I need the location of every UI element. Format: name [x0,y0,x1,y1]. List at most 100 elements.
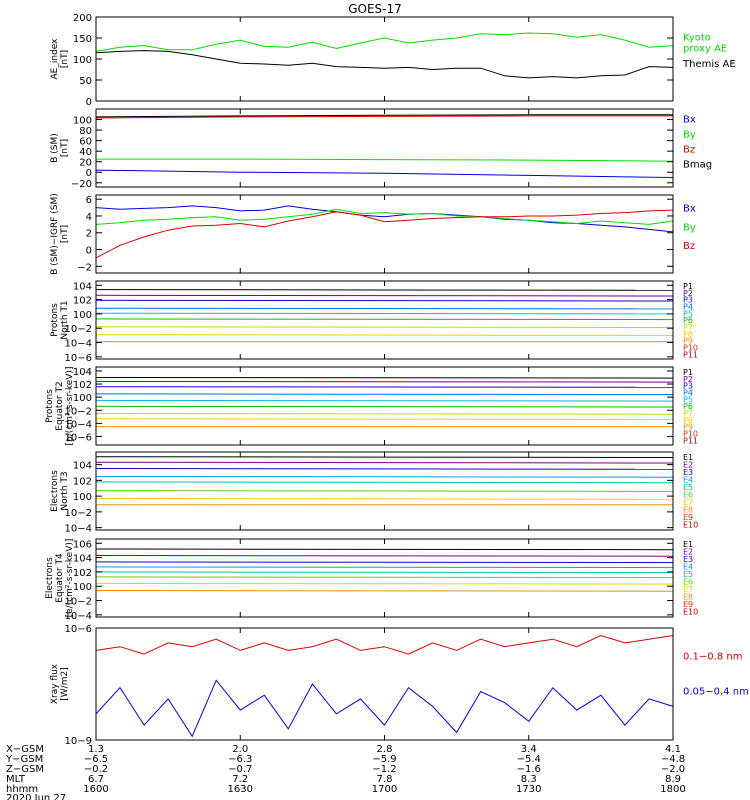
panel-pn: 10−6 10−4 10−2 100 102 104 Protons North T1 P1P2… [50,280,698,364]
ytick-label-ee-5: 106 [73,539,92,550]
legend-label-en-5: E6 [683,491,693,500]
ytick-label-ae-3: 150 [73,34,92,45]
ytick-label-xray-1: 10−6 [65,624,92,635]
ytick-label-en-4: 104 [73,461,92,472]
ytick-label-xray-0: 10−9 [65,736,92,747]
series-line-bsm-1 [96,158,674,162]
xaxis-value-4-2: −2.0 [661,764,685,775]
legend-label-en-4: E5 [683,483,693,492]
date-label: 2020 Jun 27 [6,793,66,800]
ytick-label-pn-3: 100 [73,310,92,321]
ytick-label-bdiff-2: 2 [86,229,92,240]
legend-label-en-0: E1 [683,453,693,462]
ytick-label-ee-4: 104 [73,554,92,565]
legend-label-pn-10: P11 [683,350,698,359]
legend-label-bsm-2: Bz [683,145,695,156]
legend-label-pn-7: P8 [683,330,693,339]
series-line-pe-6 [95,413,674,415]
series-line-pn-4 [95,312,674,315]
ytick-label-bdiff-1: 0 [86,246,92,257]
xaxis-value-3-0: 3.4 [521,744,537,755]
xaxis-value-1-1: −6.3 [228,754,252,765]
ylabel-bdiff-1: [nT] [60,225,70,243]
ylabel-bsm-1: [nT] [60,139,70,157]
legend-label-en-9: E10 [683,521,698,530]
ytick-label-pe-1: 10−4 [65,419,92,430]
series-line-bsm-0 [95,169,674,178]
legend-label-bsm-0: Bx [683,115,696,126]
ytick-label-pe-0: 10−6 [65,432,92,443]
ylabel-ee-0: Electrons [45,557,55,599]
ylabel-pn-0: Protons [50,303,60,337]
ytick-label-bsm-5: 80 [79,126,92,137]
xaxis-value-0-1: −6.5 [84,754,108,765]
legend-label-en-2: E3 [683,468,693,477]
series-line-pn-5 [95,318,674,321]
ytick-label-pe-3: 100 [73,393,92,404]
legend-label-pn-0: P1 [683,282,693,291]
series-line-ee-1 [95,555,674,557]
ylabel-ae-1: [nT] [60,50,70,68]
xaxis-value-3-4: 1730 [516,784,541,795]
ytick-label-ae-2: 100 [73,55,92,66]
legend-label-ee-5: E6 [683,578,693,587]
series-line-pe-3 [95,393,674,395]
xaxis-row-label-3: MLT [6,774,26,785]
legend-label-pe-8: P9 [683,423,693,432]
panel-bdiff: −2 0 2 4 6 B (SM)−IGRF (SM) [nT] Bx By Bz [50,193,696,275]
ytick-label-bsm-4: 60 [79,137,92,148]
legend-label-ee-9: E10 [683,608,698,617]
xaxis-value-3-2: −1.6 [517,764,541,775]
xaxis-value-2-4: 1700 [372,784,397,795]
xaxis-value-4-4: 1800 [660,784,685,795]
series-line-en-1 [95,461,674,464]
legend-label-bdiff-0: Bx [683,204,696,215]
ylabel-xray-0: Xray flux [50,663,60,704]
series-line-ee-0 [95,548,674,551]
ytick-label-ee-3: 102 [73,568,92,579]
legend-label-en-7: E8 [683,506,693,515]
series-line-ee-6 [95,582,674,585]
series-line-pe-1 [95,380,674,383]
ytick-label-pn-1: 10−4 [65,339,92,350]
series-line-en-0 [95,456,674,458]
ylabel-pe-1: Equator T2 [55,381,65,430]
legend-label-pe-6: P7 [683,409,693,418]
series-line-bsm-3 [95,114,673,118]
panel-frame-ae [95,16,674,102]
xaxis-value-1-4: 1630 [228,784,253,795]
xaxis-value-4-3: 8.9 [665,774,681,785]
series-line-pe-7 [95,418,674,420]
ytick-label-bsm-1: 0 [86,168,92,179]
series-line-en-2 [95,468,674,470]
ylabel-bsm-0: B (SM) [50,133,60,163]
xaxis-value-2-2: −1.2 [372,764,396,775]
legend-label-ee-0: E1 [683,540,693,549]
ytick-label-pn-0: 10−6 [65,353,92,364]
series-line-pe-0 [95,377,674,379]
legend-label-en-8: E9 [683,513,693,522]
series-line-en-4 [95,481,674,484]
xaxis-value-1-2: −0.7 [228,764,252,775]
ytick-label-ae-1: 50 [79,76,92,87]
series-line-en-6 [95,498,674,500]
xaxis-row-label-4: hhmm [6,784,38,795]
ytick-label-en-3: 102 [73,476,92,487]
series-line-ee-5 [95,576,674,579]
series-line-pn-2 [95,299,674,302]
legend-label-ee-1: E2 [683,548,693,557]
series-line-pn-3 [95,307,674,310]
series-line-en-3 [95,475,674,478]
legend-label-pe-0: P1 [683,368,693,377]
legend-label-pe-4: P5 [683,395,693,404]
ylabel-pe-2: [p/(cm²-s-sr-keV)] [65,367,75,446]
legend-label-pe-2: P3 [683,382,693,391]
series-line-pe-4 [95,399,674,402]
ytick-label-en-2: 100 [73,492,92,503]
legend-label-bsm-1: By [683,130,696,141]
xaxis-value-4-0: 4.1 [665,744,681,755]
legend-label-ae-0: proxy AE [683,44,727,55]
xaxis-value-0-3: 6.7 [88,774,104,785]
ytick-label-bsm-6: 100 [73,116,92,127]
panel-pe: 10−6 10−4 10−2 100 102 104 Protons Equator T2 [p… [45,366,698,446]
